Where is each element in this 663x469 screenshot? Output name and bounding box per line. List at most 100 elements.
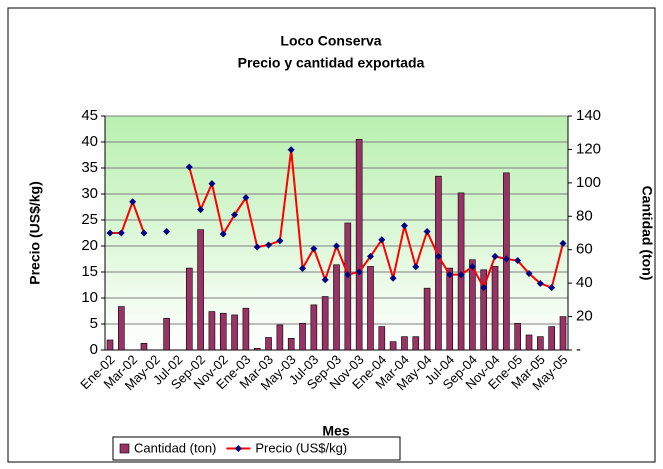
y2-tick-label: 80 [576,207,593,224]
price-marker [310,245,318,253]
price-marker [140,229,148,237]
price-marker [502,255,510,263]
price-marker [265,241,273,249]
y2-tick-label: 140 [576,107,601,124]
bar [412,336,420,351]
y-tick-label: 40 [81,133,98,150]
legend-marker [234,445,242,452]
bar [435,175,442,351]
price-marker [423,227,431,235]
bar [469,259,476,351]
bar [446,267,454,351]
bar [378,326,386,351]
bar [106,339,114,351]
y-tick-label: 25 [81,211,98,228]
legend-label: Precio (US$/kg) [255,440,347,455]
y-tick-label: 20 [81,237,98,254]
y2-tick-label: 40 [576,274,593,291]
y2-tick-label: - [576,341,581,358]
bar [208,311,216,351]
price-marker [231,211,239,219]
chart-title: Loco Conserva [280,33,381,49]
y2-tick-label: 20 [576,308,593,325]
bar [321,296,329,351]
y-tick-label: 30 [81,185,98,202]
price-marker [117,229,125,237]
bar [423,287,431,351]
bar [242,307,250,351]
price-marker [163,227,171,235]
price-marker [197,206,205,214]
bar [118,306,125,351]
bar [276,324,284,351]
bar [480,269,488,351]
bar [548,326,555,351]
y2-tick-label: 100 [576,174,601,191]
y2-axis-title: Cantidad (ton) [639,186,655,281]
y-tick-label: 45 [81,107,98,124]
bar [163,317,170,351]
price-marker [287,146,295,154]
bar [185,267,193,351]
legend-swatch [119,443,130,454]
bar [265,337,272,351]
price-marker [548,284,556,292]
legend-label: Cantidad (ton) [134,440,216,455]
bar [299,322,306,351]
bar [287,337,295,351]
bar [140,343,148,351]
price-marker [468,263,476,271]
price-marker [434,252,442,260]
price-marker [536,279,544,287]
price-marker [400,222,408,230]
price-marker [480,284,488,292]
bar [310,304,318,351]
bar [231,314,238,351]
y-tick-label: 15 [81,263,98,280]
price-marker [253,243,261,251]
price-marker [242,194,250,202]
bar [333,264,340,351]
price-marker [389,274,397,282]
bar [514,322,522,351]
price-marker [525,270,533,278]
price-marker [446,271,454,279]
price-marker [185,163,193,171]
bar [219,312,227,351]
x-axis-title: Mes [322,423,349,439]
bar [401,336,408,351]
price-marker [559,239,567,247]
price-marker [208,180,216,188]
chart-subtitle: Precio y cantidad exportada [238,55,425,71]
price-marker [129,198,137,206]
y-tick-label: 0 [90,341,98,358]
price-marker [366,252,374,260]
y2-tick-label: 60 [576,241,593,258]
y2-tick-label: 120 [576,140,601,157]
price-marker [299,264,307,272]
price-marker [321,276,329,284]
bar [197,229,204,351]
price-marker [333,242,340,250]
price-marker [219,230,227,238]
price-marker [514,257,522,265]
bar [253,348,261,351]
price-marker [106,229,114,237]
price-marker [378,236,386,244]
bar [355,139,363,351]
bar [559,316,567,351]
y-tick-label: 35 [81,159,98,176]
y-tick-label: 10 [81,289,98,306]
price-marker [344,271,352,279]
price-marker [355,268,363,276]
price-marker [412,263,420,271]
y-tick-label: 5 [90,315,98,332]
price-line [110,149,564,291]
bar [537,336,544,351]
price-marker [491,252,499,260]
legend-box [112,436,401,461]
bar [525,334,533,351]
bar [389,341,397,351]
price-marker [457,271,465,279]
